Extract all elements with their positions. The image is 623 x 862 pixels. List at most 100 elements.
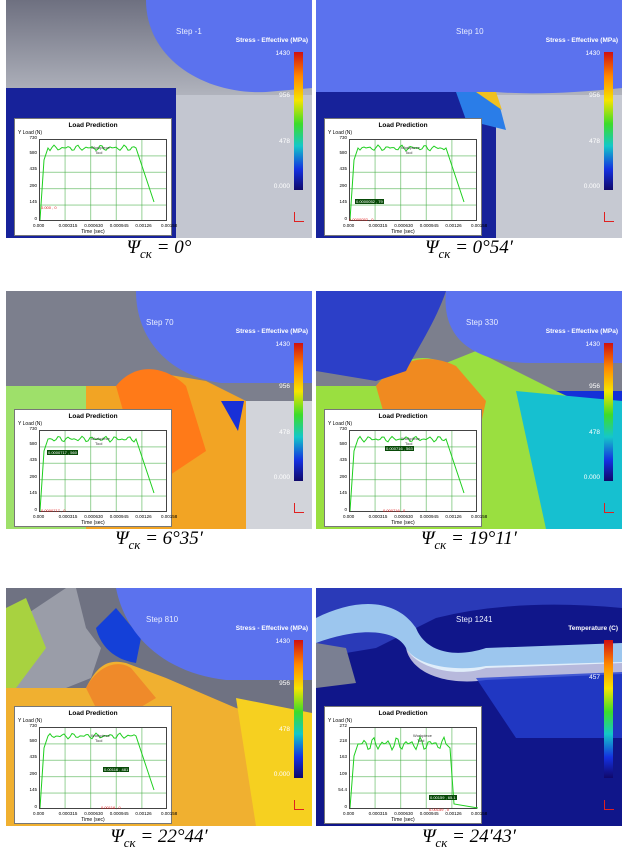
x-tick-label: 0.000 [343,514,355,519]
y-tick-label: 272 [339,723,347,728]
cursor-readout: 0.0000717 , 0 [41,508,66,513]
y-tick-label: 290 [29,473,37,479]
scale-tick: 0.000 [273,771,290,778]
x-tick-label: 0.000945 [109,223,129,228]
cursor-readout: 0.000716 , 0 [383,508,406,513]
chart-title: Load Prediction [378,413,428,420]
y-axis-label: Y Load (N) [18,130,43,136]
color-scale-bar [294,343,303,481]
x-tick-label: 0.00126 [135,514,152,519]
x-tick-label: 0.000 [33,514,45,519]
x-tick-label: 0.000945 [109,514,129,519]
y-tick-label: 580 [339,441,347,446]
y-tick-label: 0 [34,215,37,221]
simulation-panel-2: Step 10 Stress - Effective (MPa) 1430 95… [316,0,622,238]
x-tick-label: 0.00126 [135,223,152,228]
y-tick-label: 580 [339,150,347,155]
x-tick-label: 0.000945 [109,811,129,816]
y-tick-label: 0 [344,215,347,221]
x-tick-label: 0.00158 [161,514,178,519]
cursor-value-tag: 0.0000052 , 79 [355,199,384,204]
simulation-panel-1: Step -1 Stress - Effective (MPa) 1430 95… [6,0,312,238]
y-axis-label: Y Load (N) [328,718,353,724]
simulation-panel-6: Step 1241 Temperature (C) 457 Load Predi… [316,588,622,826]
load-prediction-chart: Load Prediction Y Load (N) 730 580 435 290 145… [324,409,487,527]
color-scale-bar [604,52,613,190]
y-tick-label: 145 [29,490,37,496]
scale-tick: 1430 [585,341,600,348]
scale-tick: 478 [589,138,600,145]
x-axis-label: Time (sec) [391,520,415,526]
legend-title: Stress - Effective (MPa) [235,625,308,632]
x-tick-label: 0.000630 [394,811,413,816]
x-tick-label: 0.000315 [368,811,388,816]
x-tick-label: 0.000630 [84,223,103,228]
load-prediction-chart: Load Prediction Y Load (N) 272 218 163 109 54.… [324,706,487,824]
x-tick-label: 0.00126 [135,811,152,816]
color-scale-bar [294,640,303,778]
y-tick-label: 163 [339,754,347,760]
y-tick-label: 580 [29,738,37,743]
color-scale-bar [604,640,613,778]
chart-title: Load Prediction [378,710,428,717]
cursor-value-tag: 0.000716 , 563 [385,446,414,451]
series-legend-workpiece: Workpiece [401,436,420,441]
x-tick-label: 0.000315 [58,223,78,228]
step-label: Step -1 [176,27,202,36]
series-legend-tool: Tool [405,150,413,155]
series-legend-workpiece: Workpiece [413,733,432,738]
y-tick-label: 0 [34,506,37,512]
y-tick-label: 290 [339,182,347,188]
scale-tick: 0.000 [273,183,290,190]
chart-title: Load Prediction [68,413,118,420]
scale-tick: 478 [589,429,600,436]
cursor-readout: 0.00159 , 0 [429,807,450,812]
angle-caption-4: Ψск = 19°11′ [421,528,517,552]
y-tick-label: 145 [339,490,347,496]
step-label: Step 330 [466,318,499,327]
x-tick-label: 0.000315 [368,514,388,519]
series-legend-tool: Tool [417,738,425,743]
load-prediction-chart: Load Prediction Y Load (N) 730 580 435 290 145… [14,706,177,824]
cursor-readout: 0.000 , 0 [41,205,57,210]
load-prediction-chart: Load Prediction Y Load (N) 730 580 435 290 145… [14,118,177,236]
y-tick-label: 109 [339,770,347,776]
axis-triad-icon [604,503,614,513]
y-tick-label: 435 [29,754,37,760]
angle-caption-1: Ψск = 0° [126,237,192,261]
y-tick-label: 730 [339,135,347,140]
y-axis-label: Y Load (N) [18,421,43,427]
angle-caption-2: Ψск = 0°54′ [425,237,513,261]
simulation-panel-4: Step 330 Stress - Effective (MPa) 1430 9… [316,291,622,529]
chart-title: Load Prediction [68,122,118,129]
y-axis-label: Y Load (N) [328,130,353,136]
y-tick-label: 730 [29,426,37,431]
scale-tick: 0.000 [583,474,600,481]
axis-triad-icon [604,800,614,810]
x-tick-label: 0.000 [343,223,355,228]
scale-tick: 956 [279,680,290,687]
x-axis-label: Time (sec) [81,817,105,823]
y-tick-label: 145 [29,199,37,205]
y-tick-label: 218 [339,738,347,743]
x-axis-label: Time (sec) [81,520,105,526]
load-plot-area [39,430,167,512]
angle-caption-6: Ψск = 24′43′ [422,826,516,850]
axis-triad-icon [294,503,304,513]
workpiece-load-series [40,435,155,512]
axis-triad-icon [604,212,614,222]
x-axis-label: Time (sec) [391,817,415,823]
cursor-readout: 0.00116 , 0 [101,805,121,810]
scale-tick: 956 [279,383,290,390]
x-tick-label: 0.00158 [471,223,488,228]
x-tick-label: 0.000630 [84,811,103,816]
x-tick-label: 0.000630 [394,514,413,519]
y-tick-label: 290 [29,182,37,188]
legend-title: Stress - Effective (MPa) [235,37,308,44]
x-axis-label: Time (sec) [391,229,415,235]
axis-triad-icon [294,800,304,810]
workpiece-load-series [40,732,155,809]
scale-tick: 956 [589,92,600,99]
angle-caption-5: Ψск = 22°44′ [110,826,208,850]
series-legend-tool: Tool [95,738,103,743]
